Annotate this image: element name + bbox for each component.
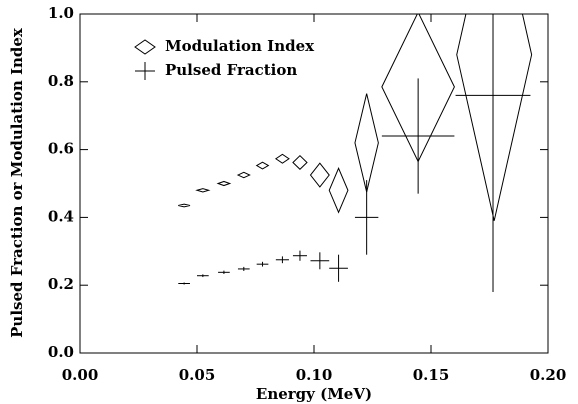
diamond-marker [354,93,379,193]
diamond-marker [456,14,533,221]
diamond-marker [216,180,232,187]
diamond-marker [255,161,270,170]
y-tick-label: 0.4 [48,207,74,225]
x-tick-label: 0.20 [530,366,567,384]
plot-frame [79,13,549,354]
diamond-marker [381,14,455,163]
diamond-marker [309,162,330,188]
y-tick-label: 0.0 [48,343,74,361]
y-tick-label: 0.8 [48,72,74,90]
y-axis-label: Pulsed Fraction or Modulation Index [8,27,26,338]
y-tick-label: 0.6 [48,140,74,158]
diamond-marker [292,155,308,170]
x-tick-label: 0.10 [296,366,333,384]
diamond-marker [178,203,191,208]
diamond-marker [195,188,211,193]
x-tick-label: 0.05 [179,366,216,384]
x-tick-label: 0.15 [413,366,450,384]
diamond-marker [328,166,349,214]
plot-area [178,14,533,292]
legend-symbol [134,39,156,55]
legend-label: Pulsed Fraction [165,61,297,79]
y-tick-label: 0.2 [48,275,74,293]
legend-label: Modulation Index [165,37,315,55]
y-tick-label: 1.0 [48,4,74,22]
x-axis-label: Energy (MeV) [256,385,372,403]
x-tick-label: 0.00 [62,366,99,384]
diamond-marker [274,153,290,164]
diamond-marker [236,171,251,179]
